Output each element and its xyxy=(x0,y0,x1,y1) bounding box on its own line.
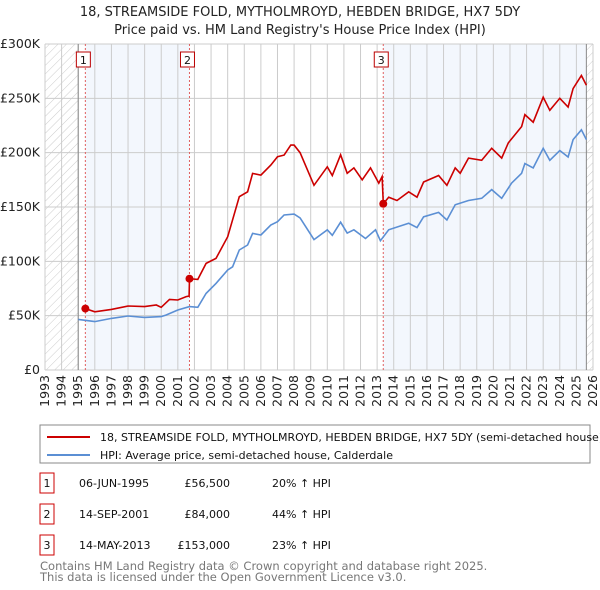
x-tick-label: 2020 xyxy=(485,375,500,407)
x-tick-label: 2019 xyxy=(469,375,484,407)
hpi-series-line xyxy=(78,128,588,323)
sale-marker-number: 3 xyxy=(378,54,385,67)
x-tick-label: 2002 xyxy=(186,375,201,407)
x-tick-label: 2021 xyxy=(502,375,517,407)
sale-point-2 xyxy=(185,274,194,283)
sale-marker-number: 1 xyxy=(80,54,87,67)
x-tick-label: 2017 xyxy=(436,375,451,407)
y-tick-label: £100K xyxy=(0,253,41,268)
x-tick-label: 2014 xyxy=(386,375,401,407)
x-tick-label: 2025 xyxy=(568,375,583,407)
sale-marker-box-2 xyxy=(179,51,195,68)
sale-hpi-change: 20% ↑ HPI xyxy=(272,477,331,490)
y-tick-label: £50K xyxy=(8,308,41,323)
x-tick-label: 2006 xyxy=(253,375,268,407)
sale-row-badge xyxy=(39,534,55,556)
chart-title: 18, STREAMSIDE FOLD, MYTHOLMROYD, HEBDEN… xyxy=(80,5,520,20)
x-tick-label: 1999 xyxy=(137,375,152,407)
sale-marker-box-1 xyxy=(75,51,91,68)
sale-number: 3 xyxy=(44,539,51,552)
sales-table: 1 06-JUN-1995 £56,500 20% ↑ HPI 2 14-SEP-2001… xyxy=(39,472,331,556)
x-tick-label: 1994 xyxy=(54,375,69,407)
x-tick-label: 1997 xyxy=(103,375,118,407)
x-tick-label: 2024 xyxy=(552,375,567,407)
sale-marker-box-3 xyxy=(373,51,389,68)
legend-label-hpi: HPI: Average price, semi-detached house,… xyxy=(100,449,393,462)
x-tick-label: 1998 xyxy=(120,375,135,407)
x-tick-label: 2011 xyxy=(336,375,351,407)
x-tick-label: 2005 xyxy=(236,375,251,407)
x-tick-label: 2023 xyxy=(535,375,550,407)
sale-row-badge xyxy=(39,503,55,525)
sale-marker-number: 2 xyxy=(184,54,191,67)
x-tick-label: 1993 xyxy=(37,375,52,407)
x-tick-label: 1995 xyxy=(70,375,85,407)
x-tick-label: 2022 xyxy=(519,375,534,407)
legend: 18, STREAMSIDE FOLD, MYTHOLMROYD, HEBDEN… xyxy=(39,424,600,464)
sale-hpi-change: 23% ↑ HPI xyxy=(272,539,331,552)
sale-number: 2 xyxy=(44,508,51,521)
x-tick-label: 1996 xyxy=(87,375,102,407)
x-tick-label: 2004 xyxy=(220,375,235,407)
sale-date: 14-SEP-2001 xyxy=(79,508,149,521)
x-tick-label: 2003 xyxy=(203,375,218,407)
footer-licence: This data is licensed under the Open Gov… xyxy=(39,570,406,584)
sale-price: £153,000 xyxy=(178,539,231,552)
x-tick-label: 2013 xyxy=(369,375,384,407)
sale-point-3 xyxy=(379,199,388,208)
sale-point-1 xyxy=(81,304,90,313)
x-tick-label: 2008 xyxy=(286,375,301,407)
y-tick-label: £0 xyxy=(24,362,40,377)
x-tick-label: 2018 xyxy=(452,375,467,407)
chart-subtitle: Price paid vs. HM Land Registry's House … xyxy=(114,23,486,38)
sale-row-badge xyxy=(39,472,55,494)
property-series-line xyxy=(85,73,588,313)
sale-date: 14-MAY-2013 xyxy=(79,539,151,552)
sale-hpi-change: 44% ↑ HPI xyxy=(272,508,331,521)
x-tick-label: 2015 xyxy=(402,375,417,407)
sale-date: 06-JUN-1995 xyxy=(79,477,149,490)
x-tick-label: 2000 xyxy=(153,375,168,407)
y-tick-label: £300K xyxy=(0,36,41,51)
x-tick-label: 2009 xyxy=(303,375,318,407)
x-tick-label: 2007 xyxy=(269,375,284,407)
x-tick-label: 2010 xyxy=(319,375,334,407)
y-tick-label: £200K xyxy=(0,145,41,160)
y-tick-label: £150K xyxy=(0,199,41,214)
x-tick-label: 2026 xyxy=(585,375,600,407)
footer-copyright: Contains HM Land Registry data © Crown c… xyxy=(40,559,487,573)
x-tick-label: 2012 xyxy=(353,375,368,407)
sale-number: 1 xyxy=(44,477,51,490)
legend-label-property: 18, STREAMSIDE FOLD, MYTHOLMROYD, HEBDEN… xyxy=(100,431,600,444)
sale-price: £84,000 xyxy=(185,508,231,521)
x-tick-label: 2001 xyxy=(170,375,185,407)
sale-price: £56,500 xyxy=(185,477,231,490)
y-tick-label: £250K xyxy=(0,90,41,105)
x-tick-label: 2016 xyxy=(419,375,434,407)
